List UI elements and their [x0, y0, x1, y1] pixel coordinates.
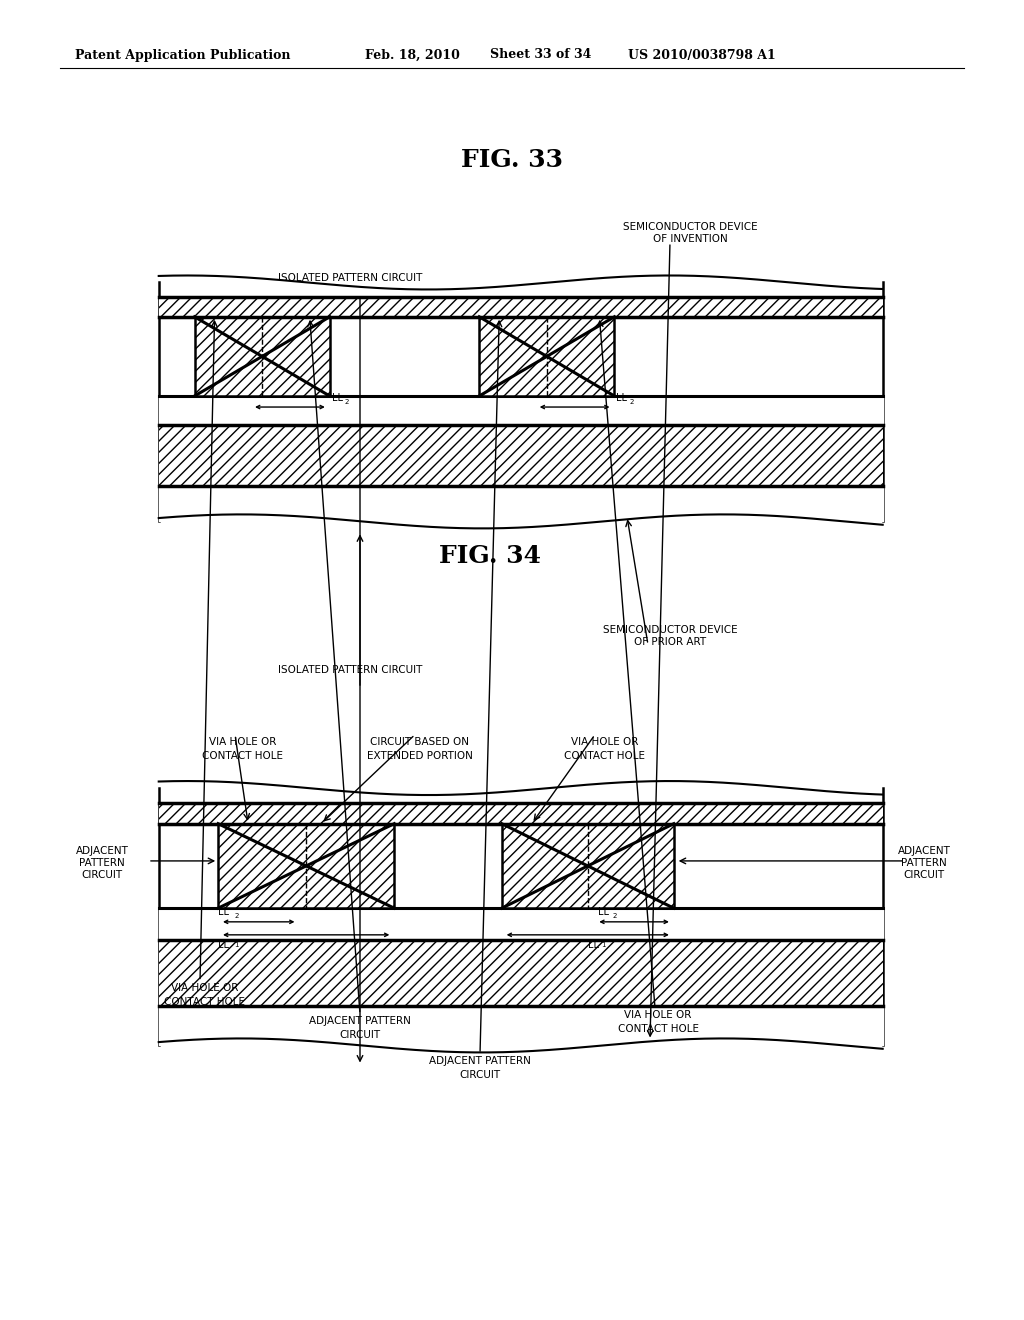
Text: ISOLATED PATTERN CIRCUIT: ISOLATED PATTERN CIRCUIT — [278, 665, 422, 675]
Text: FIG. 34: FIG. 34 — [439, 544, 541, 568]
Bar — [195, 317, 330, 396]
Text: CONTACT HOLE: CONTACT HOLE — [617, 1024, 698, 1034]
Bar — [502, 824, 674, 908]
Bar — [218, 824, 394, 908]
Text: Sheet 33 of 34: Sheet 33 of 34 — [490, 49, 592, 62]
Text: SEMICONDUCTOR DEVICE: SEMICONDUCTOR DEVICE — [603, 624, 737, 635]
Text: ADJACENT PATTERN: ADJACENT PATTERN — [429, 1056, 530, 1067]
Bar — [159, 425, 883, 486]
Text: ISOLATED PATTERN CIRCUIT: ISOLATED PATTERN CIRCUIT — [278, 273, 422, 282]
Text: Feb. 18, 2010: Feb. 18, 2010 — [365, 49, 460, 62]
Text: CIRCUIT: CIRCUIT — [339, 1031, 381, 1040]
Bar — [159, 803, 883, 824]
Text: 2: 2 — [630, 399, 634, 405]
Text: VIA HOLE OR: VIA HOLE OR — [625, 1010, 691, 1020]
Text: US 2010/0038798 A1: US 2010/0038798 A1 — [628, 49, 776, 62]
Bar — [159, 940, 883, 1006]
Text: CONTACT HOLE: CONTACT HOLE — [165, 998, 246, 1007]
Text: VIA HOLE OR: VIA HOLE OR — [209, 737, 276, 747]
Bar — [479, 317, 614, 396]
Text: CONTACT HOLE: CONTACT HOLE — [203, 751, 284, 760]
Text: 2: 2 — [345, 399, 349, 405]
Text: 1: 1 — [601, 942, 605, 948]
Text: CIRCUIT: CIRCUIT — [460, 1071, 501, 1080]
Text: OF PRIOR ART: OF PRIOR ART — [634, 636, 707, 647]
Text: ADJACENT: ADJACENT — [76, 846, 128, 855]
Text: 2: 2 — [234, 913, 239, 919]
Text: SEMICONDUCTOR DEVICE: SEMICONDUCTOR DEVICE — [623, 222, 758, 232]
Text: LL: LL — [332, 393, 343, 403]
Text: PATTERN: PATTERN — [901, 858, 947, 869]
Text: LL: LL — [616, 393, 628, 403]
Text: ADJACENT PATTERN: ADJACENT PATTERN — [309, 1016, 411, 1027]
Text: CIRCUIT: CIRCUIT — [903, 870, 944, 880]
Text: ADJACENT: ADJACENT — [898, 846, 950, 855]
Text: FIG. 33: FIG. 33 — [461, 148, 563, 172]
Text: 1: 1 — [234, 942, 239, 948]
Text: OF INVENTION: OF INVENTION — [652, 234, 727, 244]
Text: LL: LL — [598, 907, 609, 917]
Bar — [159, 297, 883, 317]
Text: LL: LL — [218, 940, 229, 950]
Text: EXTENDED PORTION: EXTENDED PORTION — [367, 751, 473, 760]
Text: CIRCUIT BASED ON: CIRCUIT BASED ON — [371, 737, 469, 747]
Text: VIA HOLE OR: VIA HOLE OR — [571, 737, 639, 747]
Text: CONTACT HOLE: CONTACT HOLE — [564, 751, 645, 760]
Text: 2: 2 — [612, 913, 616, 919]
Text: LL: LL — [588, 940, 599, 950]
Text: PATTERN: PATTERN — [79, 858, 125, 869]
Text: CIRCUIT: CIRCUIT — [82, 870, 123, 880]
Text: Patent Application Publication: Patent Application Publication — [75, 49, 291, 62]
Text: LL: LL — [218, 907, 229, 917]
Text: VIA HOLE OR: VIA HOLE OR — [171, 983, 239, 994]
